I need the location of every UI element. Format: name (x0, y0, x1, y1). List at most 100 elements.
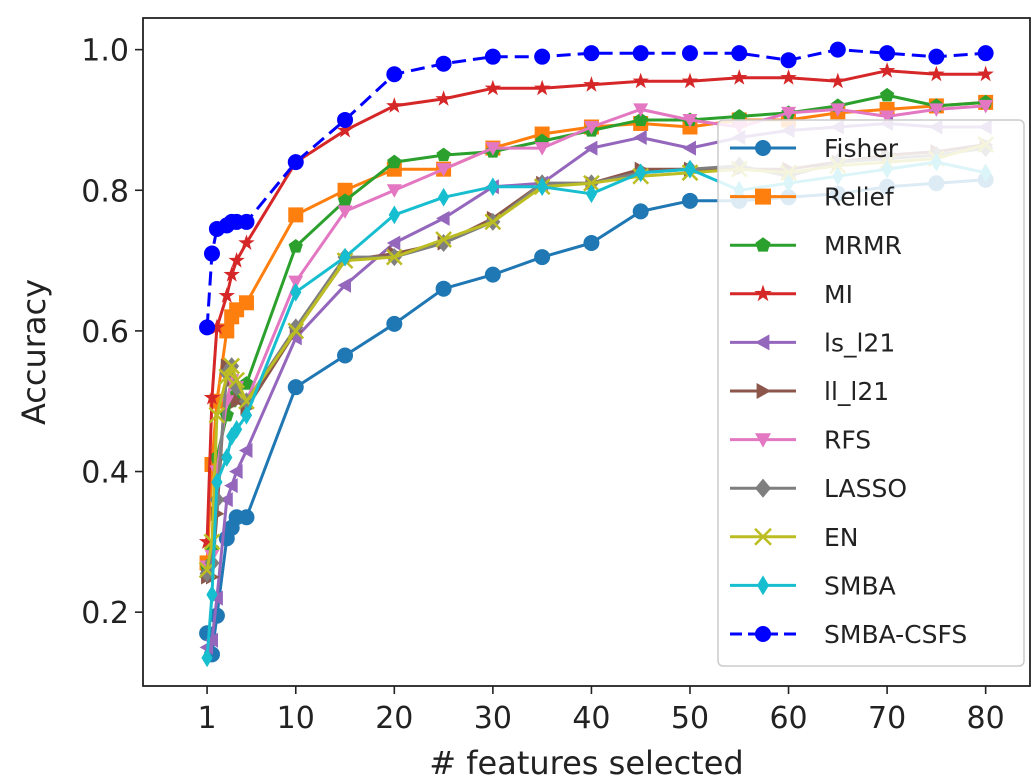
data-point-mi (632, 72, 649, 89)
data-point-relief (337, 182, 353, 198)
data-point-mrmr (633, 112, 648, 127)
legend-marker (756, 383, 771, 399)
data-point-ls-l21 (229, 464, 243, 480)
data-point-en (223, 357, 241, 375)
legend-marker (755, 140, 771, 156)
legend-entry-relief: Relief (730, 183, 895, 212)
legend-entry-en: EN (730, 523, 859, 552)
legend-entry-ls-l21: ls_l21 (730, 328, 895, 357)
data-point-mi (223, 266, 240, 282)
data-point-smba (339, 247, 351, 267)
data-point-ls-l21 (436, 210, 450, 226)
legend-entry-smba-csfs: SMBA-CSFS (730, 620, 967, 649)
data-point-fisher (534, 249, 551, 266)
data-point-mrmr (879, 87, 895, 102)
data-point-mi (533, 79, 551, 96)
data-point-mrmr (387, 154, 402, 169)
data-point-mi (336, 121, 354, 138)
data-point-smba-csfs (238, 213, 255, 230)
data-point-en (385, 248, 403, 266)
legend-marker (754, 284, 772, 302)
data-point-smba-csfs (583, 45, 600, 62)
data-point-rfs (485, 142, 501, 156)
series-line-mrmr (205, 93, 986, 567)
data-point-ls-l21 (219, 492, 233, 508)
data-point-fisher (583, 235, 600, 252)
data-point-fisher (287, 379, 304, 396)
data-point-ls-l21 (224, 478, 238, 494)
data-point-rfs (337, 205, 353, 219)
x-tick-label: 30 (474, 701, 512, 736)
data-point-mi (218, 287, 235, 303)
data-point-smba (437, 187, 450, 207)
data-point-smba-csfs (203, 245, 220, 262)
legend-entry-ll-l21: ll_l21 (730, 377, 889, 406)
data-point-smba (240, 405, 253, 425)
series-smba-csfs (199, 41, 994, 336)
legend-label: SMBA-CSFS (824, 620, 967, 649)
data-point-rfs (583, 120, 599, 135)
data-point-mi (228, 251, 245, 268)
data-point-ls-l21 (583, 140, 598, 156)
data-point-smba (684, 159, 696, 179)
data-point-rfs (781, 106, 797, 121)
legend-label: EN (824, 523, 859, 552)
data-point-smba-csfs (681, 45, 698, 62)
data-point-smba (635, 163, 647, 183)
data-point-mi (878, 62, 896, 78)
data-point-smba (221, 448, 233, 467)
data-point-rfs (830, 103, 846, 117)
data-point-mi (583, 76, 600, 92)
x-tick-label: 1 (198, 701, 217, 736)
y-tick-label: 0.8 (81, 174, 129, 209)
data-point-en (203, 533, 221, 551)
x-tick-label: 10 (277, 701, 315, 736)
data-point-mi (203, 389, 221, 405)
data-point-relief (238, 295, 254, 311)
data-point-mrmr (337, 193, 353, 207)
data-point-mi (977, 65, 994, 82)
data-point-rfs (879, 110, 895, 124)
data-point-smba-csfs (484, 48, 501, 65)
data-point-ls-l21 (337, 277, 352, 293)
data-point-en (583, 174, 600, 192)
data-point-smba (201, 648, 213, 668)
data-point-mi (731, 69, 748, 85)
data-point-ls-l21 (633, 130, 647, 146)
data-point-mi (435, 90, 452, 106)
data-point-fisher (337, 347, 354, 364)
data-point-smba (585, 184, 598, 204)
data-point-smba-csfs (731, 45, 748, 62)
legend-label: Fisher (824, 134, 899, 163)
data-point-smba-csfs (977, 45, 994, 62)
data-point-en (287, 322, 305, 340)
legend-marker (754, 527, 772, 546)
legend-marker (755, 433, 771, 448)
data-point-en (484, 213, 502, 231)
series-line-mi (205, 69, 986, 542)
y-tick-label: 1.0 (81, 34, 129, 69)
data-point-fisher (681, 192, 698, 209)
legend-label: LASSO (824, 474, 907, 503)
data-point-mrmr (436, 147, 451, 162)
legend: Fisher Relief MRMR MI ls_l21 ll_l21 RFS LASSO EN… (717, 119, 1025, 667)
data-point-relief (288, 207, 304, 223)
data-point-mi (208, 318, 226, 335)
legend-label: Relief (824, 183, 895, 212)
data-point-mrmr (288, 239, 303, 253)
data-point-smba (231, 419, 243, 439)
legend-entry-mrmr: MRMR (730, 231, 902, 260)
data-point-smba-csfs (780, 52, 797, 69)
legend-entry-smba: SMBA (730, 571, 896, 600)
data-point-fisher (484, 266, 501, 283)
data-point-en (228, 371, 246, 389)
legend-marker (757, 575, 769, 596)
data-point-lasso (288, 318, 304, 337)
data-point-smba (290, 282, 302, 302)
data-point-en (208, 406, 226, 424)
x-tick-label: 20 (375, 701, 413, 736)
plot-frame (142, 17, 1031, 687)
data-point-mi (484, 79, 502, 96)
data-point-relief (219, 323, 235, 339)
